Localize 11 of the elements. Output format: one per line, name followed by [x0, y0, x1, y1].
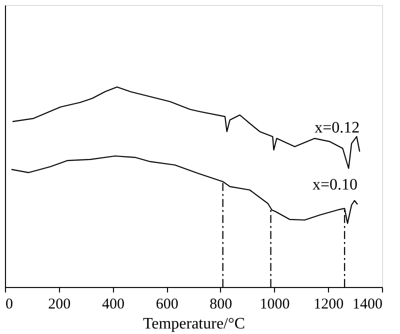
x-tick-label: 1200	[314, 296, 344, 312]
x-tick-label: 1000	[260, 296, 290, 312]
series-label: x=0.12	[314, 120, 360, 137]
series-label: x=0.10	[312, 176, 358, 194]
x-tick-label: 1400	[352, 296, 382, 312]
x-axis-title: Temperature/°C	[142, 316, 246, 332]
x-tick-label: 600	[156, 296, 178, 312]
x-tick-label: 800	[210, 296, 232, 312]
x-tick-label: 400	[102, 296, 124, 312]
x-tick-label: 0	[6, 296, 13, 312]
x-tick-label: 200	[48, 296, 71, 312]
